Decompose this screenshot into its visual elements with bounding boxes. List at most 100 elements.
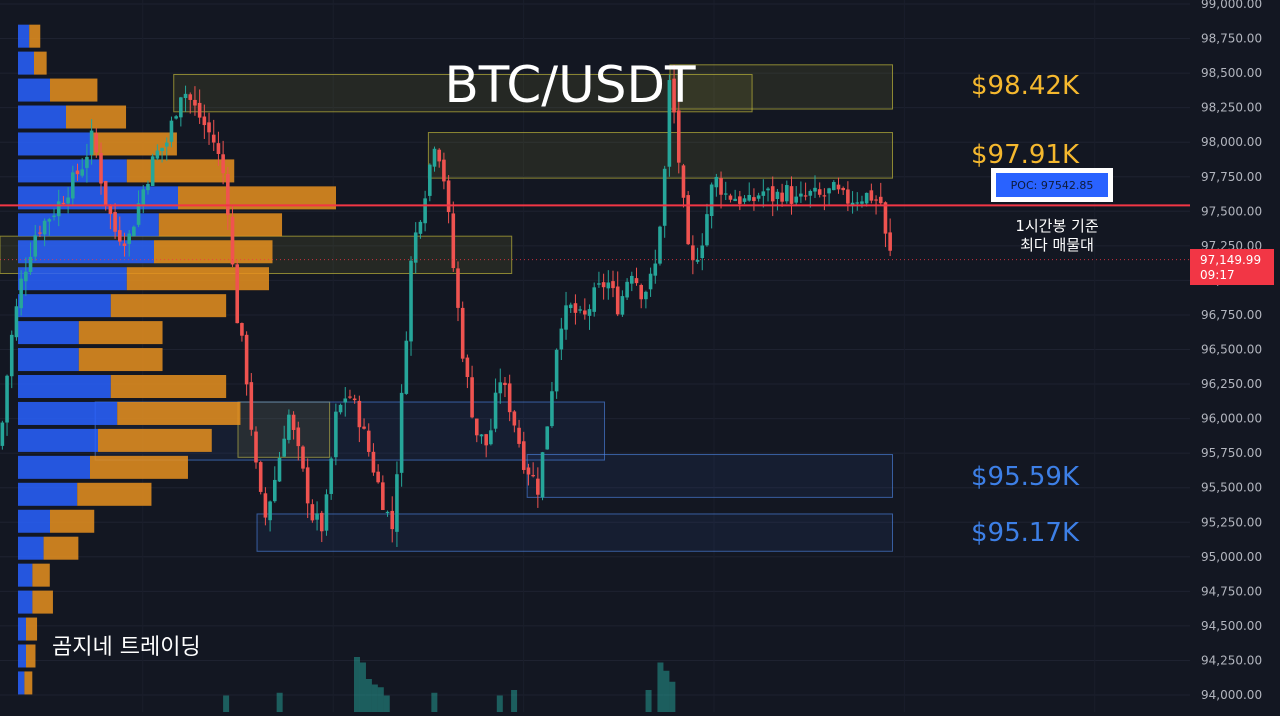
candle-body — [465, 357, 470, 377]
profile-bar-sell — [154, 240, 273, 264]
candle-body — [329, 458, 333, 494]
profile-bar-sell — [26, 617, 38, 641]
price-tick-label: 98,750.00 — [1201, 32, 1262, 46]
candle-body — [587, 309, 592, 316]
candle-body — [564, 305, 568, 330]
candle-body — [404, 340, 409, 394]
profile-bar-buy — [18, 132, 90, 156]
candles — [0, 64, 892, 547]
price-tick-label: 96,250.00 — [1201, 377, 1262, 391]
candle-body — [639, 285, 643, 300]
candle-body — [799, 193, 803, 197]
candle-body — [291, 414, 296, 430]
profile-bar-buy — [18, 617, 26, 641]
profile-bar-sell — [78, 321, 163, 345]
candle-body — [413, 232, 418, 263]
chart-title: BTC/USDT — [444, 56, 696, 114]
profile-bar-sell — [50, 78, 98, 102]
candle-body — [536, 478, 540, 495]
candle-body — [733, 198, 737, 202]
candle-body — [207, 122, 211, 133]
candle-body — [456, 268, 460, 308]
profile-bar-buy — [18, 375, 111, 399]
candle-body — [442, 159, 446, 182]
candle-body — [559, 328, 564, 350]
current-price-tag: 97,149.99 09:17 — [1190, 249, 1274, 285]
candle-body — [80, 169, 85, 176]
candle-body — [592, 287, 597, 312]
profile-bar-sell — [98, 428, 212, 452]
profile-bar-buy — [18, 455, 90, 479]
candle-body — [775, 191, 780, 199]
candle-body — [503, 382, 507, 386]
candle-body — [714, 177, 719, 188]
profile-bar-buy — [18, 240, 154, 264]
candle-body — [831, 182, 836, 191]
price-tick-label: 96,750.00 — [1201, 308, 1262, 322]
candle-body — [700, 245, 705, 259]
candle-body — [85, 156, 89, 168]
price-tick-label: 98,000.00 — [1201, 135, 1262, 149]
profile-bar-buy — [18, 428, 98, 452]
volume-bar — [359, 662, 366, 712]
poc-badge-fill — [996, 173, 1108, 197]
candle-body — [113, 212, 117, 232]
level-label: $98.42K — [971, 71, 1080, 101]
candle-body — [99, 152, 103, 184]
candle-body — [428, 164, 432, 196]
candle-body — [470, 377, 474, 418]
candle-body — [0, 422, 5, 446]
support-zone — [256, 513, 894, 552]
current-price-tag-bg — [1190, 249, 1274, 285]
volume-profile — [18, 24, 336, 695]
volume-bar — [669, 681, 676, 712]
profile-bar-sell — [43, 536, 79, 560]
candle-body — [597, 283, 601, 285]
price-tick-label: 95,500.00 — [1201, 481, 1262, 495]
profile-bar-buy — [18, 536, 44, 560]
candle-body — [568, 304, 573, 309]
price-axis[interactable]: 99,000.00 98,750.00 98,500.00 98,250.00 98,0… — [1201, 0, 1262, 702]
volume-bar — [276, 692, 283, 712]
candle-body — [155, 150, 160, 159]
candle-body — [183, 93, 188, 99]
level-labels: $98.42K $97.91K $95.59K $95.17K — [971, 71, 1080, 548]
candle-body — [136, 203, 141, 225]
candle-body — [846, 189, 850, 204]
candle-body — [752, 197, 756, 202]
price-tick-label: 97,500.00 — [1201, 204, 1262, 218]
candle-body — [672, 78, 676, 113]
candle-body — [883, 202, 888, 234]
candle-body — [634, 278, 639, 284]
profile-bar-buy — [18, 78, 50, 102]
watermark: 곰지네 트레이딩 — [52, 635, 201, 660]
resistance-zone — [173, 73, 753, 113]
candle-body — [385, 511, 390, 514]
profile-bar-buy — [18, 509, 50, 533]
candle-body — [545, 426, 550, 450]
candle-body — [691, 245, 695, 261]
candle-body — [42, 220, 47, 235]
candle-body — [498, 382, 503, 394]
candle-body — [263, 493, 268, 518]
candle-body — [728, 195, 733, 200]
candle-body — [324, 494, 329, 531]
candle-body — [620, 296, 625, 315]
current-price-text: 97,149.99 — [1200, 253, 1261, 267]
candle-body — [296, 427, 301, 447]
profile-bar-buy — [18, 51, 34, 75]
candle-body — [540, 452, 545, 498]
annotations: BTC/USDT 곰지네 트레이딩 POC: 97542.85 1시간봉 기준 … — [52, 56, 1113, 660]
candle-body — [723, 193, 728, 195]
candle-body — [9, 334, 14, 377]
candle-body — [479, 434, 484, 437]
candle-body — [719, 178, 723, 195]
candle-body — [160, 147, 164, 152]
price-tick-label: 98,250.00 — [1201, 101, 1262, 115]
candle-body — [357, 400, 362, 428]
level-label: $95.17K — [971, 518, 1080, 548]
profile-bar-sell — [110, 294, 227, 318]
profile-bar-buy — [18, 321, 79, 345]
poc-note-line1: 1시간봉 기준 — [1015, 217, 1099, 235]
